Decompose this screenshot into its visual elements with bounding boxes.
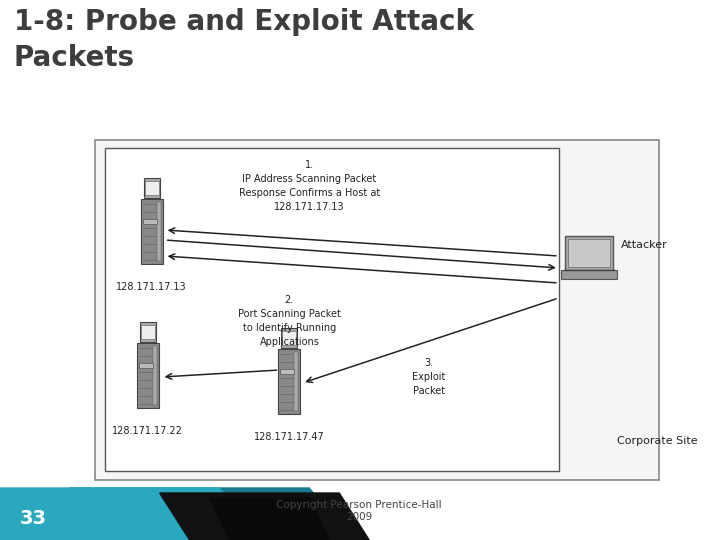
Text: Corporate Site: Corporate Site xyxy=(616,436,697,446)
Text: 1.
IP Address Scanning Packet
Response Confirms a Host at
128.171.17.13: 1. IP Address Scanning Packet Response C… xyxy=(239,160,380,212)
Bar xyxy=(139,363,153,368)
Bar xyxy=(282,331,297,345)
Text: 3.
Exploit
Packet: 3. Exploit Packet xyxy=(413,358,446,396)
Polygon shape xyxy=(70,488,349,540)
Bar xyxy=(140,322,156,342)
Bar xyxy=(282,328,297,348)
Bar xyxy=(105,148,559,471)
Bar xyxy=(140,199,163,264)
Text: 128.171.17.47: 128.171.17.47 xyxy=(254,432,325,442)
Bar xyxy=(294,352,298,411)
Text: 33: 33 xyxy=(20,509,47,528)
Text: 1-8: Probe and Exploit Attack: 1-8: Probe and Exploit Attack xyxy=(14,8,474,36)
Text: Packets: Packets xyxy=(14,44,135,72)
Text: 128.171.17.13: 128.171.17.13 xyxy=(117,282,187,292)
Text: Copyright Pearson Prentice-Hall
2009: Copyright Pearson Prentice-Hall 2009 xyxy=(276,500,442,522)
Bar xyxy=(140,325,155,339)
Text: 2.
Port Scanning Packet
to Identify Running
Applications: 2. Port Scanning Packet to Identify Runn… xyxy=(238,295,341,347)
Bar xyxy=(137,343,158,408)
Bar xyxy=(95,140,659,480)
Text: Attacker: Attacker xyxy=(621,240,667,250)
Bar xyxy=(157,202,161,261)
Polygon shape xyxy=(210,498,329,540)
Text: 128.171.17.22: 128.171.17.22 xyxy=(112,426,183,436)
Bar xyxy=(564,236,613,270)
Polygon shape xyxy=(0,488,259,540)
Bar xyxy=(153,346,157,405)
Bar xyxy=(143,219,157,224)
Polygon shape xyxy=(160,493,369,540)
Bar xyxy=(144,178,160,198)
Bar xyxy=(145,181,158,195)
Bar xyxy=(568,239,610,267)
Bar xyxy=(561,270,616,279)
Bar xyxy=(279,349,300,414)
Bar xyxy=(280,369,294,374)
Polygon shape xyxy=(0,493,155,540)
